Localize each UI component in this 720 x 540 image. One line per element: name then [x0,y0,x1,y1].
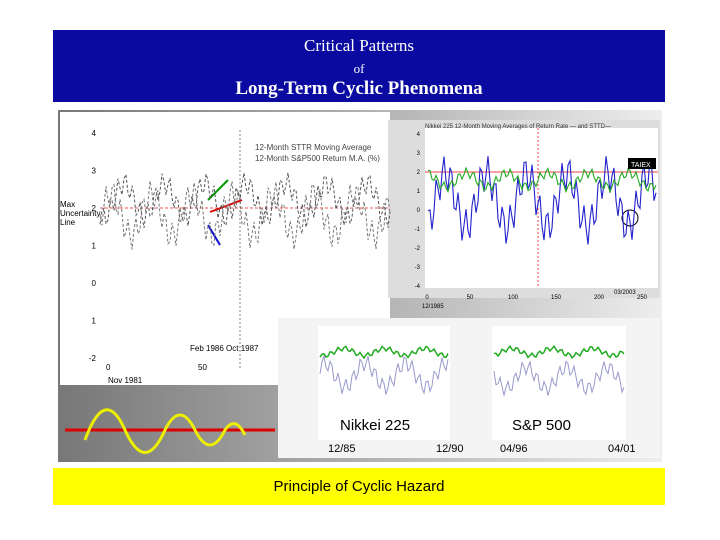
label: 50 [467,295,474,301]
small-plot-2 [492,326,626,440]
label: -2 [89,354,97,363]
footer: Principle of Cyclic Hazard [53,468,665,505]
trace [427,166,657,194]
label: 04/01 [608,443,636,455]
connector: of [353,61,365,76]
label: 1 [417,189,421,195]
label: 0 [106,363,111,372]
label: 0 [92,279,97,288]
tag-bg [628,158,656,169]
trace [493,360,625,396]
label: 1 [92,317,97,326]
label: Nov 1981 [108,376,143,385]
wave [83,408,247,454]
label: 4 [417,132,421,138]
label: S&P 500 [512,417,571,434]
arrow-down [207,224,221,246]
label: 03/2003 [614,290,636,296]
trace [493,344,625,359]
trace [427,156,657,245]
label: 100 [508,295,519,301]
label: -2 [415,246,421,252]
label: 0 [425,295,429,301]
label: 1 [92,242,97,251]
label: 12-Month S&P500 Return M.A. (%) [255,154,380,163]
trace [319,345,449,360]
label: 0 [417,208,421,214]
trace [319,355,449,395]
trace [99,180,391,250]
label: 150 [551,295,562,301]
label: 50 [198,363,207,372]
label: 2 [92,204,97,213]
max-line-box: Max Uncertainty Line [60,200,101,227]
footer-text: Principle of Cyclic Hazard [273,478,445,495]
label: 12-Month STTR Moving Average [255,143,372,152]
label: 4 [92,129,97,138]
label: 12/90 [436,443,464,455]
label: -4 [415,284,421,290]
label: Nikkei 225 [340,417,410,434]
label: 2 [417,170,421,176]
label: -3 [415,265,421,271]
label: Nikkei 225 12-Month Moving Averages of R… [425,124,611,130]
label: 12/85 [328,443,356,455]
label: 200 [594,295,605,301]
label: 250 [637,295,648,301]
label: 3 [417,151,421,157]
label: 3 [92,167,97,176]
max-line-label: Max Uncertainty Line [60,200,101,227]
subtitle: Long-Term Cyclic Phenomena [235,78,483,99]
title: Critical Patterns [303,36,414,55]
label: 04/96 [500,443,528,455]
header: Critical Patterns of Long-Term Cyclic Ph… [53,30,665,102]
label: -1 [415,227,421,233]
label: 12/1985 [422,304,444,310]
label: TAIEX [631,162,651,169]
label: Feb 1986 Oct 1987 [190,344,259,353]
